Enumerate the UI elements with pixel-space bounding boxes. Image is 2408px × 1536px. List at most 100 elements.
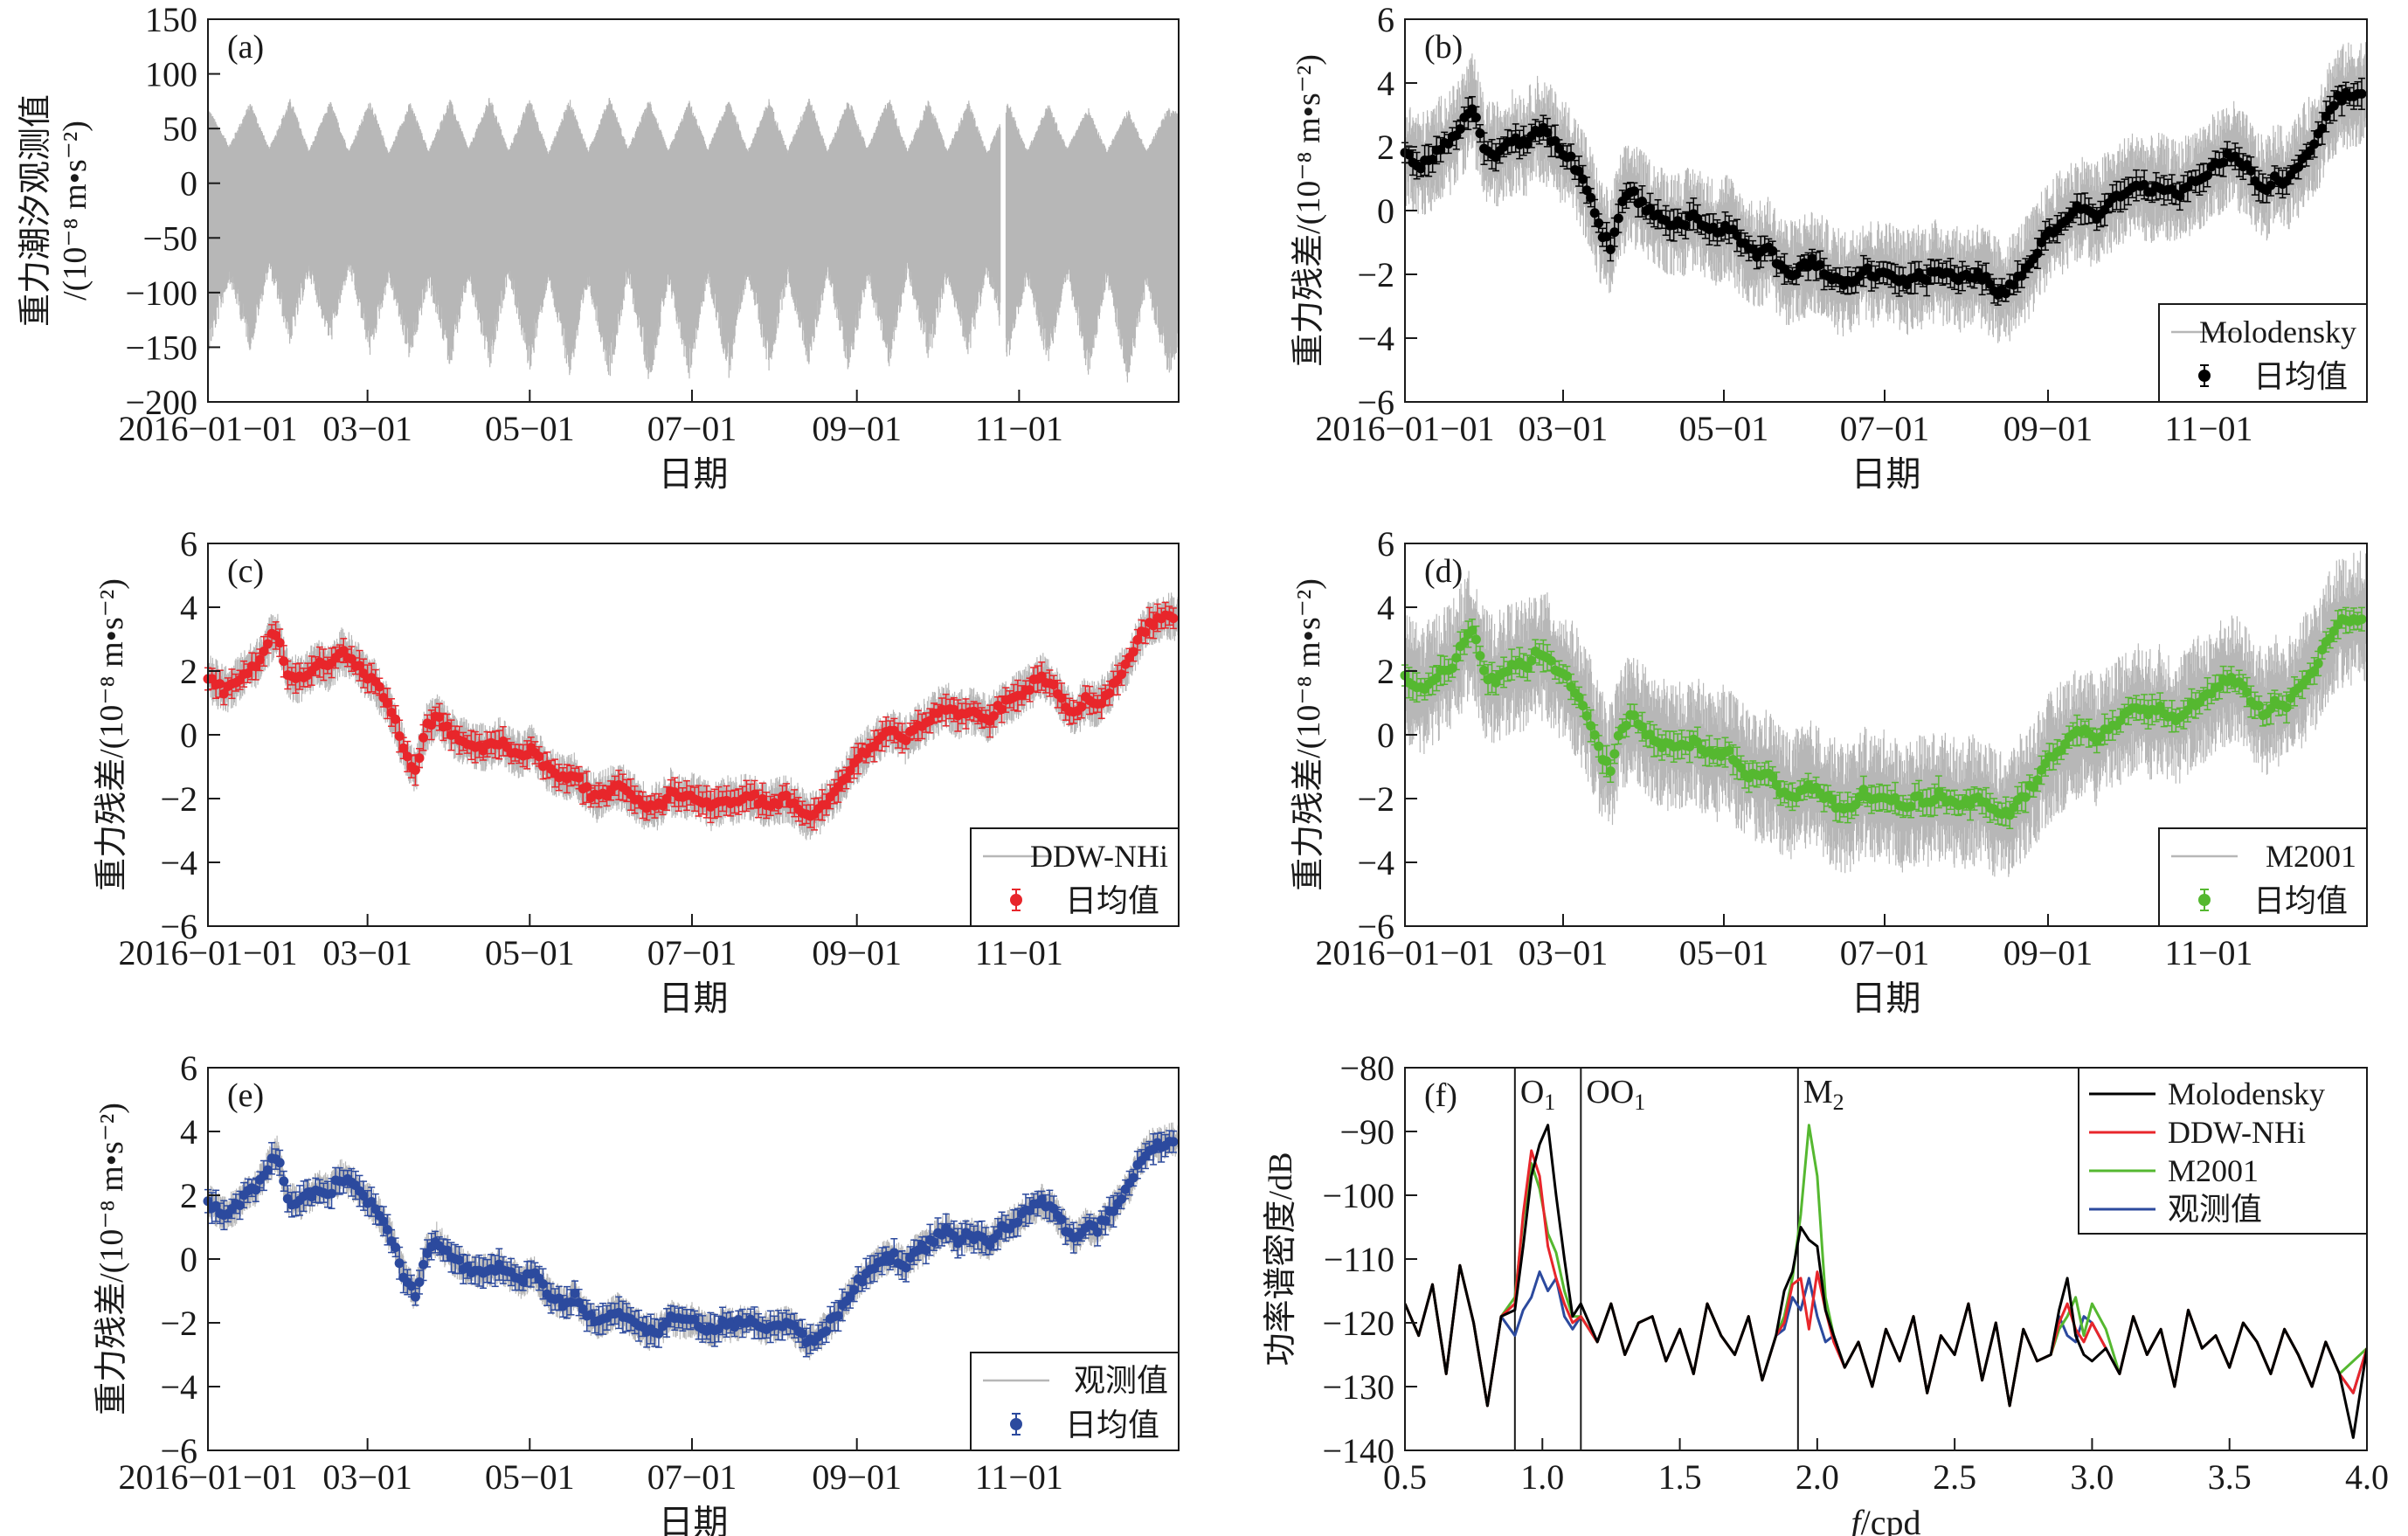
y-tick-label: 4 [1377, 588, 1394, 627]
daily-mean-point [426, 720, 437, 730]
y-tick-label: −140 [1322, 1431, 1394, 1470]
daily-mean-point [394, 730, 405, 741]
y-tick-label: −6 [1357, 907, 1394, 946]
legend-label: DDW-NHi [2168, 1115, 2306, 1150]
daily-mean-point [2242, 687, 2252, 697]
y-tick-label: −80 [1339, 1048, 1394, 1088]
daily-mean-point [1168, 1137, 1179, 1147]
daily-mean-point [419, 732, 429, 743]
y-tick-label: −2 [1357, 255, 1394, 294]
daily-mean-point [2009, 802, 2019, 813]
daily-mean-point [254, 654, 265, 665]
legend-marker-label: 日均值 [1065, 883, 1159, 918]
x-tick-label: 11−01 [975, 409, 1063, 448]
daily-mean-point [2203, 170, 2213, 181]
daily-mean-point [1475, 651, 1485, 661]
daily-mean-point [414, 1277, 425, 1287]
y-tick-label: 6 [1377, 0, 1394, 39]
daily-mean-point [1636, 196, 1647, 206]
y-tick-label: −50 [142, 218, 197, 258]
daily-mean-point [391, 714, 401, 724]
daily-mean-point [2325, 633, 2335, 644]
y-tick-label: 2 [1377, 128, 1394, 167]
daily-mean-point [1447, 663, 1457, 674]
x-tick-label: 05−01 [1679, 933, 1769, 972]
daily-mean-point [2009, 280, 2019, 290]
daily-mean-point [1428, 154, 1438, 164]
daily-mean-point [2317, 123, 2328, 134]
daily-mean-point [262, 639, 273, 649]
daily-mean-point [1854, 792, 1865, 802]
daily-mean-point [1056, 693, 1067, 703]
daily-mean-point [1076, 702, 1087, 712]
daily-mean-point [358, 1191, 369, 1201]
daily-mean-point [1929, 794, 1940, 805]
y-tick-label: 2 [180, 1176, 197, 1215]
daily-mean-point [271, 630, 281, 640]
y-axis-label: 重力残差/(10⁻⁸ m•s⁻²) [93, 578, 130, 891]
daily-mean-point [259, 646, 269, 656]
legend-box [2158, 827, 2368, 927]
constituent-label: M2 [1803, 1074, 1844, 1115]
x-tick-label: 07−01 [1840, 933, 1930, 972]
legend-line-label: DDW-NHi [1030, 839, 1168, 874]
plot-frame [207, 543, 1180, 927]
daily-mean-point [1128, 1173, 1138, 1183]
x-axis-label: 日期 [659, 979, 729, 1018]
y-tick-label: −2 [1357, 779, 1394, 819]
legend-box [970, 1352, 1180, 1451]
panel-label: (b) [1424, 29, 1463, 66]
daily-mean-point [1048, 1203, 1059, 1214]
x-tick-label: 11−01 [2164, 933, 2252, 972]
x-tick-label: 11−01 [2164, 409, 2252, 448]
legend-label: 观测值 [2168, 1192, 2262, 1227]
daily-mean-point [2001, 288, 2011, 299]
y-tick-label: −100 [1322, 1176, 1394, 1215]
daily-mean-point [2032, 248, 2043, 259]
daily-mean-point [841, 772, 852, 783]
daily-mean-point [1602, 756, 1612, 766]
daily-mean-point [366, 1197, 377, 1207]
panel-e: −6 −4 −2 0 2 4 6 2016−01−01 03−01 05−01 07−01 09−01… [93, 1048, 1180, 1536]
daily-mean-point [262, 1165, 273, 1175]
hourly-series [208, 1122, 1179, 1360]
daily-mean-point [398, 743, 409, 753]
daily-mean-point [1566, 151, 1576, 162]
x-tick-label: 09−01 [812, 409, 902, 448]
y-tick-label: −120 [1322, 1304, 1394, 1343]
daily-mean-point [2183, 705, 2193, 716]
x-tick-label: 2.5 [1933, 1457, 1976, 1497]
x-tick-label: 11−01 [975, 1457, 1063, 1497]
daily-mean-point [1851, 799, 1861, 810]
daily-mean-point [2309, 666, 2320, 676]
daily-mean-point [857, 1277, 868, 1287]
y-tick-label: 2 [1377, 652, 1394, 691]
plot-frame [1404, 543, 2368, 927]
y-tick-label: −4 [1357, 843, 1394, 882]
daily-mean-point [1522, 663, 1533, 674]
x-tick-label: 09−01 [2003, 933, 2093, 972]
legend-line-label: M2001 [2266, 839, 2356, 874]
daily-mean-point [993, 1228, 1003, 1239]
y-tick-label: 50 [163, 109, 197, 149]
daily-mean-point [1013, 1217, 1023, 1228]
y-tick-label: 4 [180, 1112, 197, 1152]
daily-mean-point [327, 1188, 337, 1199]
panel-label: (f) [1424, 1077, 1457, 1114]
daily-mean-point [1629, 186, 1639, 197]
psd-series-line [1405, 1263, 2367, 1408]
daily-mean-point [1117, 1194, 1127, 1204]
legend-label: M2001 [2168, 1153, 2259, 1188]
y-tick-label: 0 [1377, 191, 1394, 231]
daily-mean-point [574, 772, 585, 783]
daily-mean-point [889, 1248, 899, 1258]
y-tick-label: −4 [160, 1367, 197, 1407]
daily-mean-point [1732, 230, 1742, 240]
daily-mean-point [1747, 244, 1758, 254]
daily-mean-point [2309, 139, 2320, 149]
daily-mean-point [2266, 180, 2276, 190]
tidal-series [208, 98, 1179, 383]
legend-line-label: 观测值 [1074, 1363, 1168, 1398]
x-tick-label: 09−01 [812, 933, 902, 972]
y-tick-label: −2 [160, 779, 197, 819]
